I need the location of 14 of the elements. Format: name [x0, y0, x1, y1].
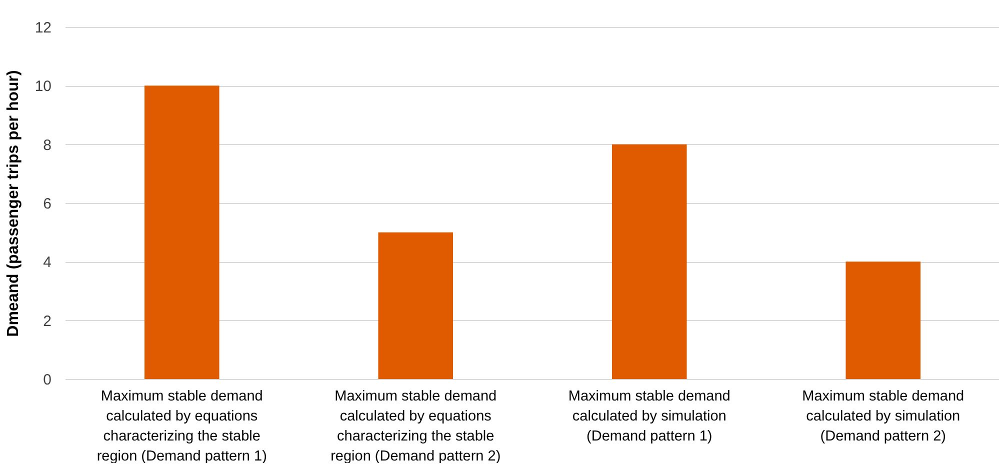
y-axis-title: Dmeand (passenger trips per hour) [4, 70, 22, 337]
y-tick-label: 0 [43, 372, 52, 388]
y-tick-label: 8 [43, 136, 52, 154]
y-tick-label: 4 [43, 254, 52, 272]
x-tick-label: Maximum stable demand calculated by simulation (Demand pattern 1) [568, 388, 730, 444]
y-tick-label: 10 [34, 78, 52, 96]
x-tick-label: Maximum stable demand calculated by simulation (Demand pattern 2) [802, 388, 964, 444]
bar [846, 262, 921, 379]
y-tick-label: 2 [43, 312, 52, 330]
bar [612, 144, 687, 379]
bar [144, 86, 220, 379]
y-tick-label: 6 [43, 196, 52, 212]
y-tick-label: 12 [34, 20, 52, 36]
bar [378, 232, 454, 379]
